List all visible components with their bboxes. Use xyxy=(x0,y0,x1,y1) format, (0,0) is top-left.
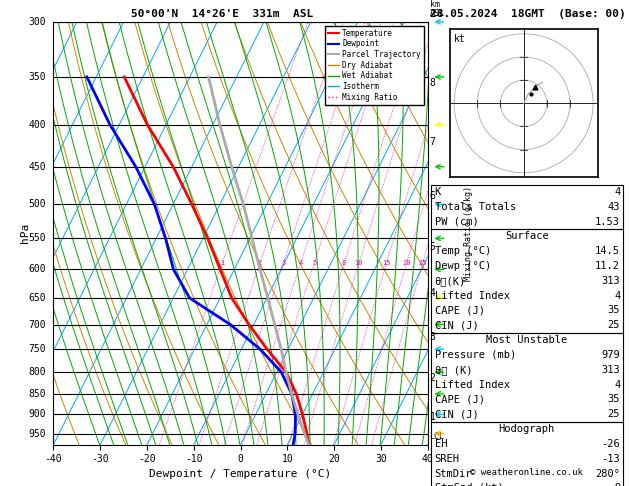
Text: StmSpd (kt): StmSpd (kt) xyxy=(435,484,503,486)
Text: 350: 350 xyxy=(28,72,46,82)
Text: Hodograph: Hodograph xyxy=(499,424,555,434)
Text: 300: 300 xyxy=(28,17,46,27)
Text: 15: 15 xyxy=(382,260,391,266)
Text: 9: 9 xyxy=(614,484,620,486)
Text: © weatheronline.co.uk: © weatheronline.co.uk xyxy=(470,468,583,477)
Text: 2: 2 xyxy=(430,373,435,382)
Text: 650: 650 xyxy=(28,293,46,303)
Text: 43: 43 xyxy=(608,202,620,212)
Text: 1: 1 xyxy=(430,412,435,422)
Text: 28.05.2024  18GMT  (Base: 00): 28.05.2024 18GMT (Base: 00) xyxy=(430,9,626,18)
Text: 25: 25 xyxy=(608,320,620,330)
Text: CIN (J): CIN (J) xyxy=(435,320,479,330)
Text: 550: 550 xyxy=(28,233,46,243)
Text: 700: 700 xyxy=(28,319,46,330)
Text: 750: 750 xyxy=(28,344,46,354)
Text: 850: 850 xyxy=(28,389,46,399)
Text: 4: 4 xyxy=(614,291,620,301)
Text: SREH: SREH xyxy=(435,454,460,464)
Text: Most Unstable: Most Unstable xyxy=(486,335,567,345)
Text: 4: 4 xyxy=(614,380,620,390)
Text: -26: -26 xyxy=(601,439,620,449)
Text: 900: 900 xyxy=(28,409,46,419)
Text: -13: -13 xyxy=(601,454,620,464)
Text: 35: 35 xyxy=(608,306,620,315)
Text: 14.5: 14.5 xyxy=(595,246,620,256)
Text: kt: kt xyxy=(454,34,465,44)
Text: 8: 8 xyxy=(430,78,435,88)
Text: 1.53: 1.53 xyxy=(595,217,620,226)
Text: 450: 450 xyxy=(28,162,46,172)
Text: 1: 1 xyxy=(220,260,224,266)
Text: K: K xyxy=(435,187,441,197)
Text: 8: 8 xyxy=(342,260,346,266)
Text: 4: 4 xyxy=(298,260,303,266)
Text: CAPE (J): CAPE (J) xyxy=(435,306,484,315)
Text: EH: EH xyxy=(435,439,447,449)
Text: 35: 35 xyxy=(608,395,620,404)
Text: 50°00'N  14°26'E  331m  ASL: 50°00'N 14°26'E 331m ASL xyxy=(131,9,313,18)
Text: Totals Totals: Totals Totals xyxy=(435,202,516,212)
Text: 20: 20 xyxy=(403,260,411,266)
Text: Surface: Surface xyxy=(505,231,548,242)
Text: 313: 313 xyxy=(601,276,620,286)
Text: 950: 950 xyxy=(28,429,46,438)
Text: 800: 800 xyxy=(28,367,46,377)
Text: Temp (°C): Temp (°C) xyxy=(435,246,491,256)
Text: 600: 600 xyxy=(28,264,46,275)
Text: 4: 4 xyxy=(430,288,435,298)
Text: 11.2: 11.2 xyxy=(595,261,620,271)
Text: hPa: hPa xyxy=(20,223,30,243)
Text: θᴇ (K): θᴇ (K) xyxy=(435,365,472,375)
Text: θᴇ(K): θᴇ(K) xyxy=(435,276,466,286)
Text: 5: 5 xyxy=(312,260,316,266)
Text: 400: 400 xyxy=(28,120,46,130)
Text: Lifted Index: Lifted Index xyxy=(435,291,509,301)
Text: CAPE (J): CAPE (J) xyxy=(435,395,484,404)
Text: LCL: LCL xyxy=(430,432,445,441)
Text: 979: 979 xyxy=(601,350,620,360)
Text: km
ASL: km ASL xyxy=(430,0,445,17)
Text: 5: 5 xyxy=(430,242,435,252)
Text: PW (cm): PW (cm) xyxy=(435,217,479,226)
Legend: Temperature, Dewpoint, Parcel Trajectory, Dry Adiabat, Wet Adiabat, Isotherm, Mi: Temperature, Dewpoint, Parcel Trajectory… xyxy=(325,26,424,105)
Text: 25: 25 xyxy=(608,409,620,419)
Text: CIN (J): CIN (J) xyxy=(435,409,479,419)
X-axis label: Dewpoint / Temperature (°C): Dewpoint / Temperature (°C) xyxy=(150,469,331,479)
Text: 3: 3 xyxy=(430,331,435,342)
Text: StmDir: StmDir xyxy=(435,469,472,479)
Text: Pressure (mb): Pressure (mb) xyxy=(435,350,516,360)
Text: Lifted Index: Lifted Index xyxy=(435,380,509,390)
Text: 7: 7 xyxy=(430,137,435,147)
Text: 6: 6 xyxy=(430,191,435,201)
Text: Mixing Ratio (g/kg): Mixing Ratio (g/kg) xyxy=(464,186,474,281)
Text: Dewp (°C): Dewp (°C) xyxy=(435,261,491,271)
Text: 3: 3 xyxy=(281,260,286,266)
Text: 280°: 280° xyxy=(595,469,620,479)
Text: 2: 2 xyxy=(258,260,262,266)
Text: 313: 313 xyxy=(601,365,620,375)
Text: 4: 4 xyxy=(614,187,620,197)
Text: 10: 10 xyxy=(355,260,363,266)
Text: 500: 500 xyxy=(28,199,46,209)
Text: 25: 25 xyxy=(418,260,427,266)
